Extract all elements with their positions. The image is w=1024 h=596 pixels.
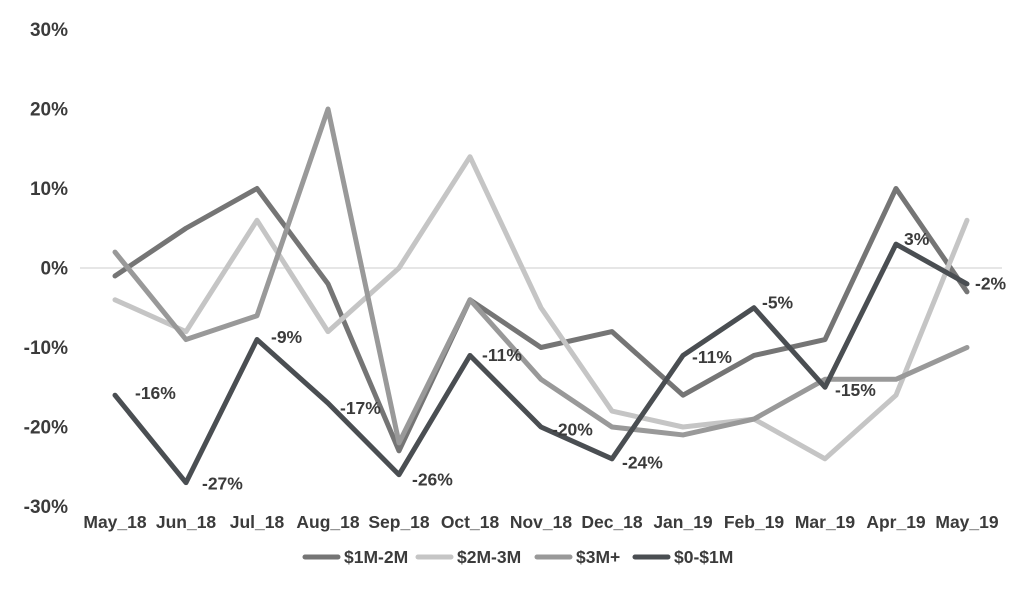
legend-label: $1M-2M — [344, 547, 408, 567]
x-axis-month-label: Oct_18 — [441, 512, 500, 532]
y-axis-tick-label: 10% — [30, 179, 68, 200]
point-label: -27% — [202, 473, 243, 493]
y-axis-tick-label: 0% — [41, 259, 69, 280]
point-label: -24% — [622, 452, 663, 472]
series-line-3m — [112, 106, 970, 446]
y-axis-tick-label: 20% — [30, 100, 68, 121]
point-label: -17% — [340, 398, 381, 418]
y-axis-tick-label: -20% — [24, 418, 68, 439]
point-label: -9% — [271, 327, 303, 347]
x-axis-month-label: May_19 — [935, 512, 999, 532]
x-axis-month-label: Feb_19 — [724, 512, 785, 532]
point-label: -16% — [135, 383, 176, 403]
x-axis-month-label: Jul_18 — [230, 512, 285, 532]
legend-label: $2M-3M — [457, 547, 521, 567]
series-line-1m-2m — [112, 186, 970, 454]
legend-label: $0-$1M — [674, 547, 733, 567]
x-axis-month-label: Mar_19 — [795, 512, 856, 532]
y-axis-tick-label: 30% — [30, 20, 68, 41]
x-axis-month-label: Aug_18 — [296, 512, 359, 532]
point-label: -11% — [482, 345, 522, 365]
point-label: -15% — [835, 380, 876, 400]
x-axis-month-label: Jan_19 — [653, 512, 713, 532]
point-label: -5% — [762, 292, 794, 312]
x-axis-month-label: Apr_19 — [866, 512, 926, 532]
x-axis-month-label: Dec_18 — [581, 512, 643, 532]
series-line-2m-3m — [112, 154, 970, 462]
y-axis-tick-label: -10% — [24, 338, 68, 359]
x-axis-month-label: Sep_18 — [368, 512, 430, 532]
point-label: -11% — [692, 347, 732, 367]
legend-label: $3M+ — [576, 547, 620, 567]
point-label: -26% — [412, 469, 453, 489]
series-line-0-1m — [112, 241, 970, 486]
x-axis-month-label: Jun_18 — [156, 512, 217, 532]
y-axis-tick-label: -30% — [24, 497, 68, 518]
x-axis-month-label: May_18 — [83, 512, 147, 532]
point-label: 3% — [904, 229, 930, 249]
point-label: -2% — [975, 274, 1007, 294]
x-axis-month-label: Nov_18 — [510, 512, 573, 532]
point-label: -20% — [552, 420, 593, 440]
